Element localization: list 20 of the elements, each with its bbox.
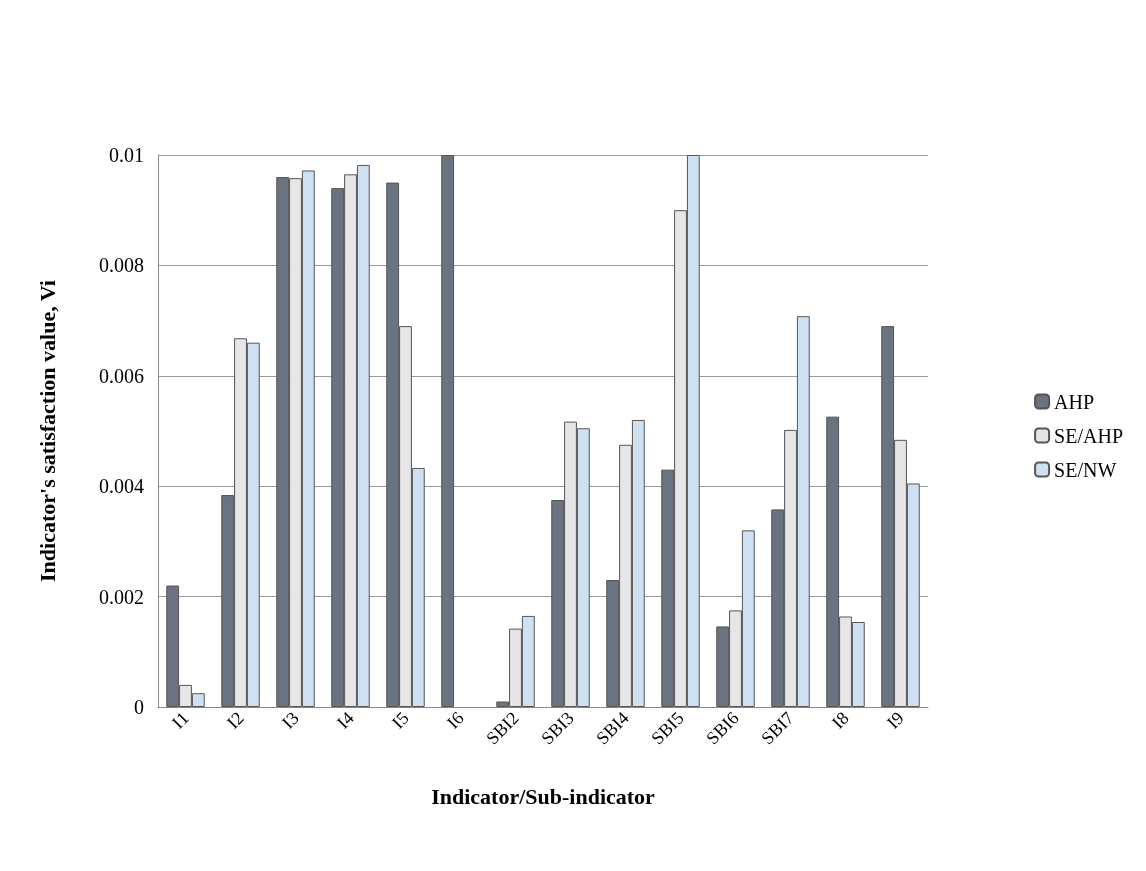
y-tick-label: 0: [134, 696, 144, 718]
y-tick-label: 0.008: [99, 254, 144, 277]
legend-label: SE/NW: [1054, 458, 1117, 481]
x-tick-label: I6: [442, 707, 468, 733]
legend-label: AHP: [1054, 390, 1095, 413]
x-tick-label: I5: [387, 707, 413, 733]
y-tick-label: 0.01: [109, 144, 144, 166]
y-axis-title: Indicator's satisfaction value, Vi: [34, 280, 60, 582]
x-tick-label: I8: [827, 707, 853, 733]
legend-label: SE/AHP: [1054, 424, 1123, 447]
x-tick-label: I9: [882, 707, 908, 733]
y-tick-label: 0.002: [99, 585, 144, 608]
y-tick-label: 0.006: [99, 364, 144, 387]
x-tick-label: I4: [332, 707, 358, 733]
y-tick-label: 0.004: [99, 475, 144, 498]
x-tick-label: I2: [222, 707, 248, 733]
x-axis-title: Indicator/Sub-indicator: [431, 783, 656, 809]
bar: [441, 155, 455, 707]
x-tick-label: I3: [277, 707, 303, 733]
x-tick-label: I1: [167, 707, 193, 733]
